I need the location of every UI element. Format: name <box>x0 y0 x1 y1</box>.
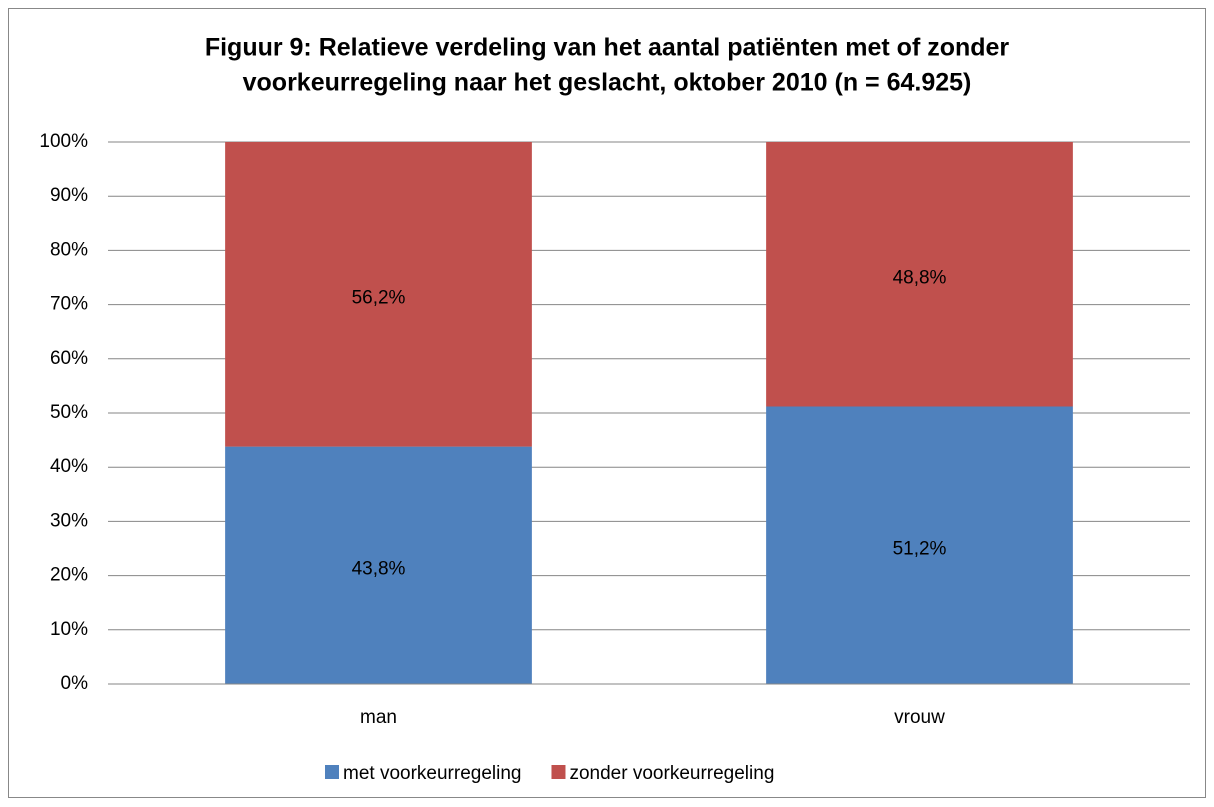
y-tick-label: 50% <box>50 402 88 423</box>
bar-segment <box>225 142 532 447</box>
x-tick-label: man <box>360 707 397 728</box>
chart-title: Figuur 9: Relatieve verdeling van het aa… <box>205 34 1010 62</box>
y-tick-label: 20% <box>50 565 88 586</box>
y-tick-label: 10% <box>50 619 88 640</box>
legend-swatch <box>325 765 339 779</box>
y-tick-label: 80% <box>50 239 88 260</box>
bar-segment <box>766 406 1073 684</box>
y-tick-label: 100% <box>39 131 88 152</box>
y-tick-label: 30% <box>50 510 88 531</box>
value-label: 48,8% <box>893 267 947 288</box>
y-tick-label: 0% <box>61 673 89 694</box>
chart-title: voorkeurregeling naar het geslacht, okto… <box>243 69 972 97</box>
y-tick-label: 90% <box>50 185 88 206</box>
legend-swatch <box>551 765 566 779</box>
bar-segment <box>766 142 1073 407</box>
y-tick-label: 40% <box>50 456 88 477</box>
x-tick-label: vrouw <box>894 707 945 728</box>
y-tick-label: 60% <box>50 348 88 369</box>
legend-label: zonder voorkeurregeling <box>569 763 774 784</box>
legend-label: met voorkeurregeling <box>343 763 521 784</box>
value-label: 51,2% <box>893 538 947 559</box>
value-label: 56,2% <box>352 287 406 308</box>
y-tick-label: 70% <box>50 294 88 315</box>
value-label: 43,8% <box>352 558 406 579</box>
bar-segment <box>225 446 532 684</box>
